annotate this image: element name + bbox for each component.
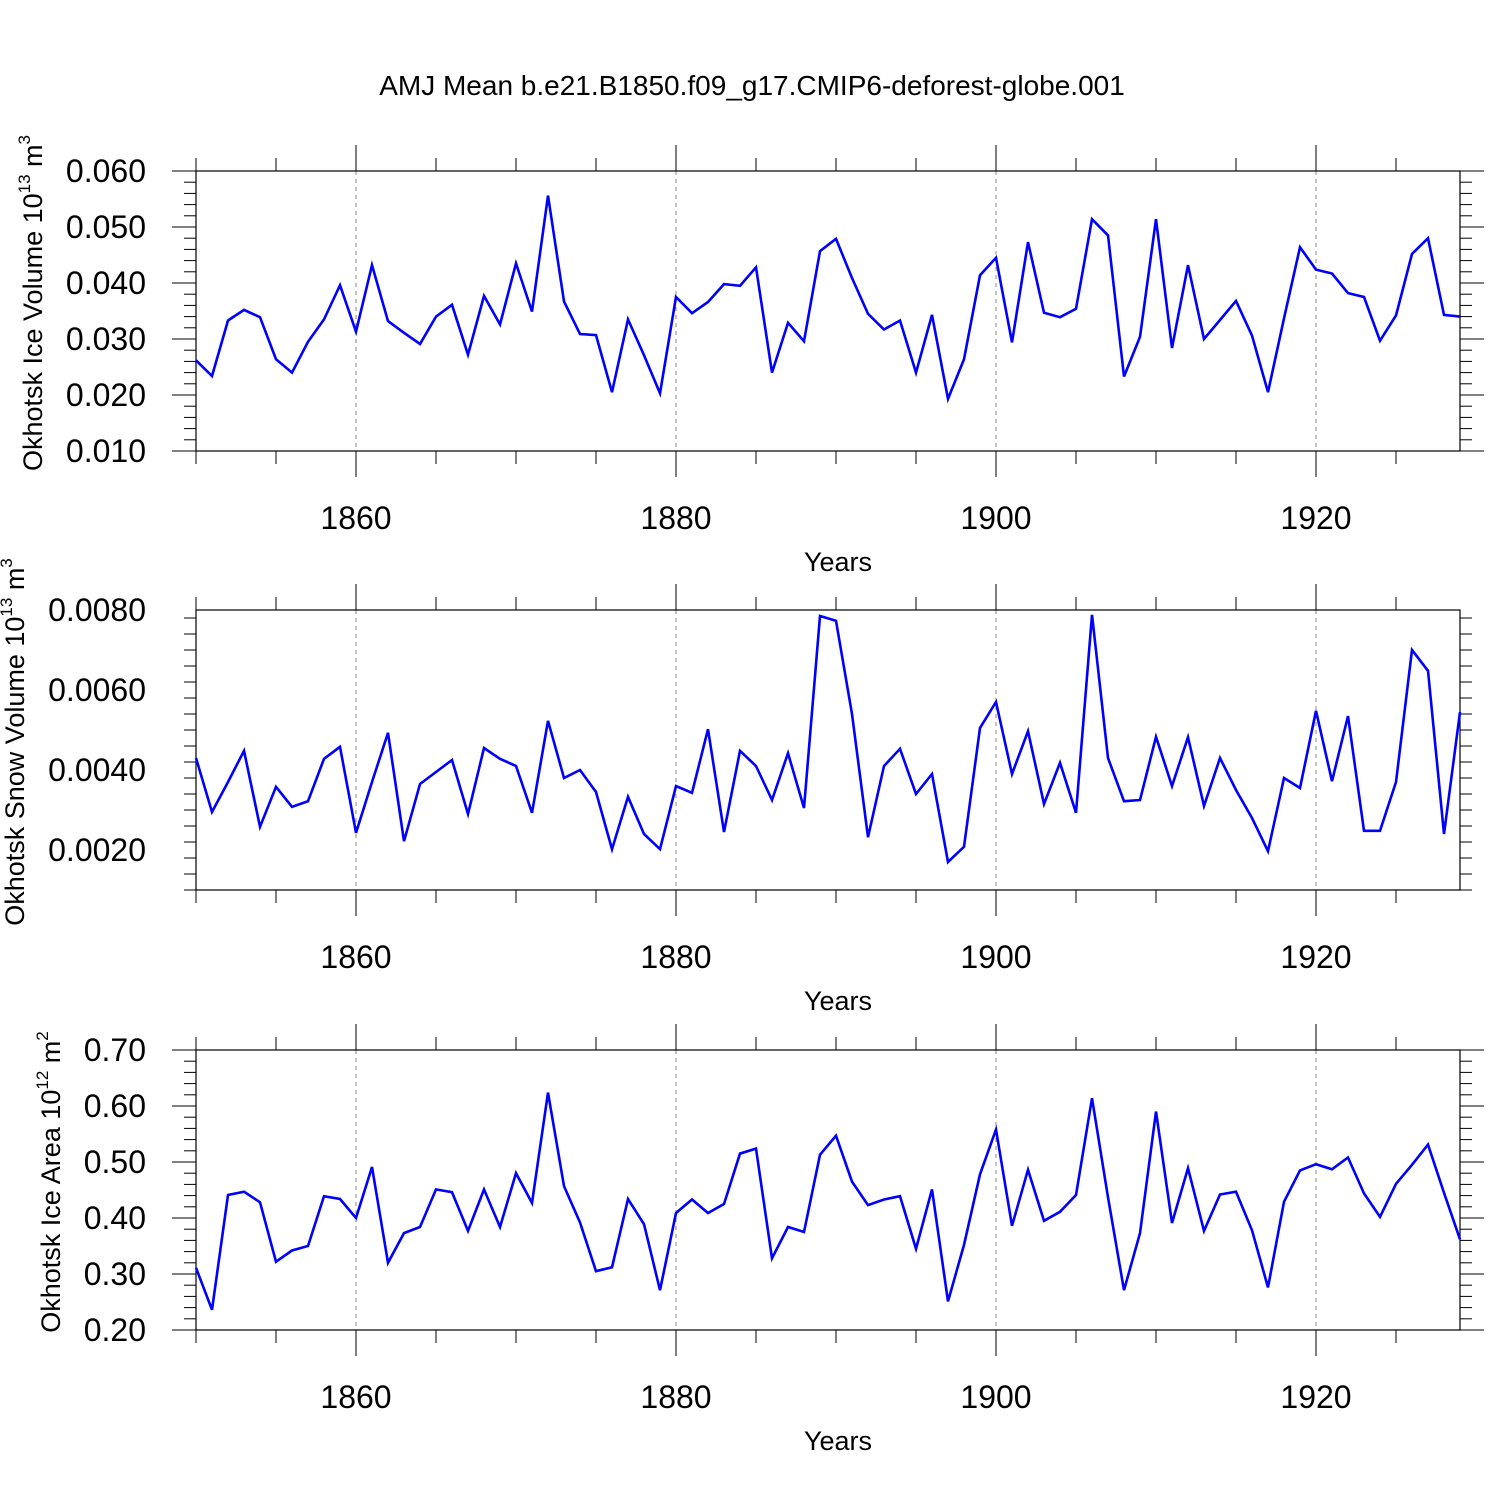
x-tick-label: 1920 xyxy=(1280,939,1351,975)
y-tick-label: 0.0060 xyxy=(48,672,146,708)
x-tick-label: 1920 xyxy=(1280,500,1351,536)
series-line-ice-area xyxy=(194,1092,1462,1311)
y-tick-label: 0.020 xyxy=(66,377,146,413)
y-axis-label-superscript: 3 xyxy=(0,558,16,567)
y-tick-label: 0.010 xyxy=(66,433,146,469)
y-axis-label-superscript: 2 xyxy=(33,1031,52,1040)
y-tick-label: 0.0040 xyxy=(48,752,146,788)
y-axis-label-superscript: 12 xyxy=(33,1071,52,1090)
y-tick-label: 0.040 xyxy=(66,265,146,301)
x-tick-label: 1900 xyxy=(960,500,1031,536)
plot-frame xyxy=(195,609,1461,891)
y-axis-label-text: Okhotsk Ice Volume 10 xyxy=(18,193,48,471)
y-axis-label-superscript: 3 xyxy=(15,135,34,144)
y-axis-label-text: m xyxy=(18,144,48,174)
y-axis-label-superscript: 13 xyxy=(15,174,34,193)
x-axis-label: Years xyxy=(804,547,872,577)
y-tick-label: 0.70 xyxy=(84,1032,146,1068)
plot-frame xyxy=(195,170,1461,452)
y-tick-label: 0.030 xyxy=(66,321,146,357)
y-tick-label: 0.060 xyxy=(66,153,146,189)
x-tick-label: 1880 xyxy=(640,939,711,975)
chart-title: AMJ Mean b.e21.B1850.f09_g17.CMIP6-defor… xyxy=(379,70,1125,101)
y-axis-label-text: Okhotsk Ice Area 10 xyxy=(36,1090,66,1333)
panel-ice-volume: 0.010 0.020 0.030 0.040 0.050 0.060 1860 1880 19… xyxy=(15,135,1484,577)
x-tick-label: 1920 xyxy=(1280,1379,1351,1415)
series-line-ice-volume xyxy=(195,195,1461,404)
y-axis-label: Okhotsk Ice Volume 1013 m3 xyxy=(15,135,48,471)
x-axis-label: Years xyxy=(804,986,872,1016)
x-tick-label: 1900 xyxy=(960,1379,1031,1415)
x-axis-label: Years xyxy=(804,1426,872,1456)
x-tick-label: 1880 xyxy=(640,500,711,536)
y-tick-label: 0.50 xyxy=(84,1144,146,1180)
y-axis-label-superscript: 13 xyxy=(0,598,16,617)
panel-ice-area: 0.20 0.30 0.40 0.50 0.60 0.70 1860 1880 1900 1920… xyxy=(33,1024,1484,1456)
y-tick-label: 0.30 xyxy=(84,1256,146,1292)
y-axis-label: Okhotsk Snow Volume 1013 m3 xyxy=(0,558,30,926)
y-tick-label: 0.60 xyxy=(84,1088,146,1124)
y-tick-label: 0.20 xyxy=(84,1312,146,1348)
y-axis-label-text: Okhotsk Snow Volume 10 xyxy=(0,617,30,926)
x-tick-label: 1860 xyxy=(320,939,391,975)
panel-snow-volume: 0.0020 0.0040 0.0060 0.0080 1860 1880 1900 1920… xyxy=(0,558,1472,1016)
y-axis-label: Okhotsk Ice Area 1012 m2 xyxy=(33,1031,66,1333)
x-tick-label: 1880 xyxy=(640,1379,711,1415)
y-tick-label: 0.0020 xyxy=(48,832,146,868)
series-line-snow-volume xyxy=(194,614,1462,865)
y-tick-label: 0.0080 xyxy=(48,592,146,628)
y-axis-label-text: m xyxy=(36,1041,66,1071)
x-tick-label: 1860 xyxy=(320,1379,391,1415)
x-tick-label: 1860 xyxy=(320,500,391,536)
y-tick-label: 0.40 xyxy=(84,1200,146,1236)
plot-frame xyxy=(195,1049,1461,1331)
x-tick-label: 1900 xyxy=(960,939,1031,975)
y-axis-label-text: m xyxy=(0,568,30,598)
y-tick-label: 0.050 xyxy=(66,209,146,245)
